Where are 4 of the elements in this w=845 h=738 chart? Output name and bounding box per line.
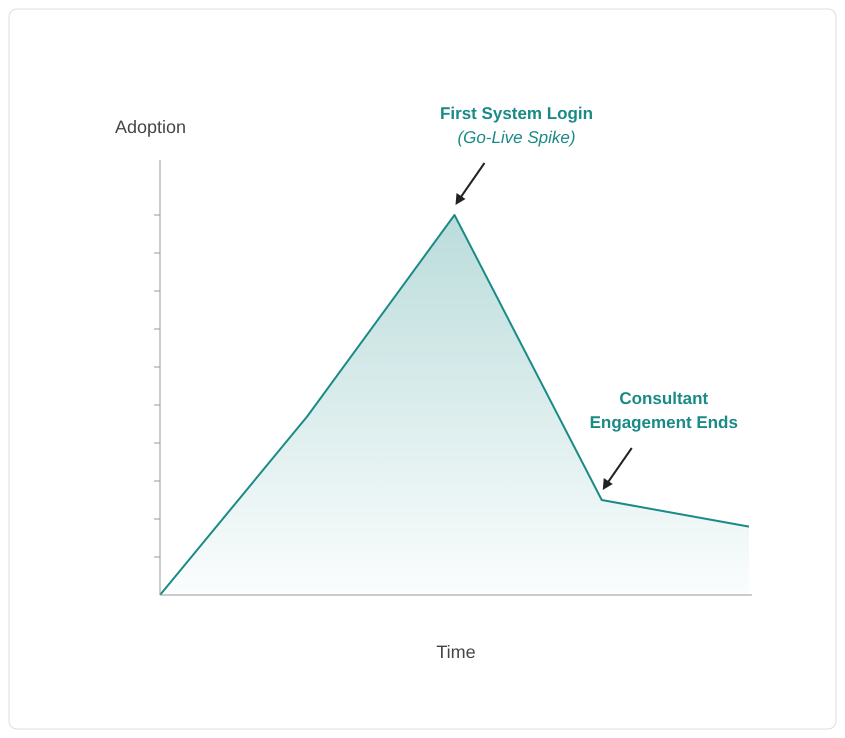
annotation: Consultant Engagement Ends xyxy=(590,389,738,432)
y-axis-title: Adoption xyxy=(115,117,186,137)
x-axis-title: Time xyxy=(436,642,476,662)
text: First System Login (Go-Live Spike) xyxy=(440,104,594,147)
